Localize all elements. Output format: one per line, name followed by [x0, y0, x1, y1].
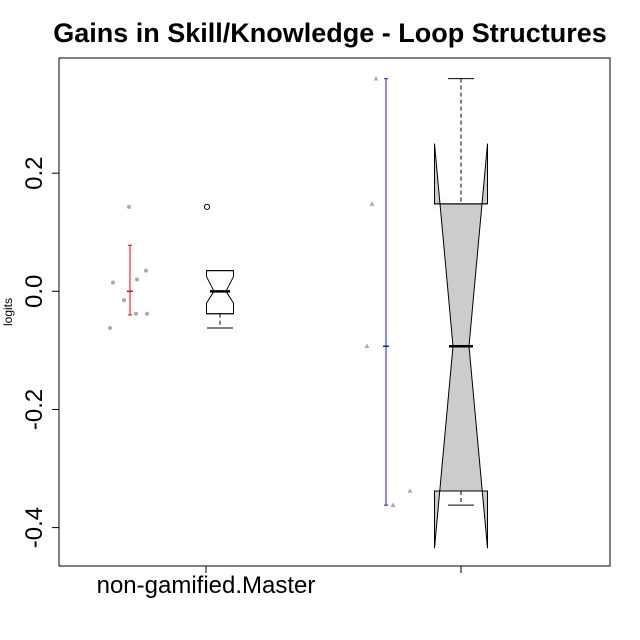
y-tick-label: -0.4	[21, 507, 48, 548]
raw-point	[111, 280, 115, 285]
group-0	[108, 203, 234, 330]
chart-marks	[108, 76, 488, 549]
raw-point	[108, 325, 112, 330]
y-tick-label: 0.0	[21, 275, 48, 308]
x-tick-label: non-gamified.Master	[97, 572, 316, 599]
raw-point	[364, 343, 370, 349]
raw-point	[134, 311, 138, 316]
outlier-point	[203, 203, 211, 210]
y-axis-label: logits	[1, 298, 15, 326]
plot-frame	[58, 57, 611, 567]
raw-point	[373, 76, 379, 81]
x-axis: non-gamified.Master	[97, 566, 462, 599]
chart-title: Gains in Skill/Knowledge - Loop Structur…	[53, 18, 607, 48]
raw-point	[127, 204, 131, 209]
raw-point	[369, 201, 375, 206]
raw-point	[122, 298, 126, 303]
raw-point	[135, 277, 139, 282]
raw-point	[145, 311, 149, 316]
y-tick-label: -0.2	[21, 389, 48, 430]
raw-point	[144, 268, 148, 273]
group-1	[364, 76, 488, 549]
raw-point	[407, 488, 413, 493]
y-tick-label: 0.2	[21, 156, 48, 189]
y-axis: -0.4 -0.2 0.0 0.2	[21, 156, 59, 548]
raw-point	[390, 502, 396, 507]
